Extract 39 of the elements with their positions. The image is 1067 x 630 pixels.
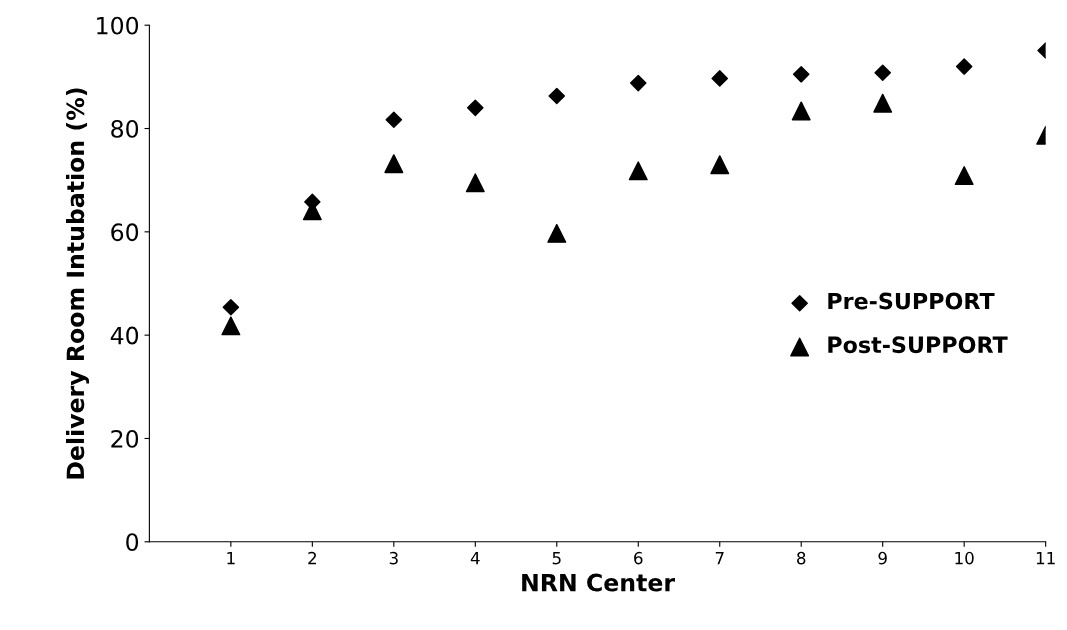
x-tick-label: 10 bbox=[955, 551, 974, 565]
x-tick-label: 7 bbox=[715, 552, 724, 565]
point bbox=[384, 154, 404, 174]
point bbox=[222, 298, 240, 316]
point bbox=[874, 64, 892, 82]
y-tick-label: 80 bbox=[111, 119, 139, 138]
point bbox=[465, 173, 485, 193]
point bbox=[711, 70, 729, 87]
point bbox=[954, 166, 974, 186]
x-tick-label: 5 bbox=[552, 552, 561, 565]
x-tick-label: 6 bbox=[634, 551, 643, 565]
x-tick-label: 4 bbox=[470, 552, 480, 565]
point bbox=[629, 74, 647, 92]
y-tick-label: 0 bbox=[126, 533, 139, 552]
x-tick-label: 8 bbox=[797, 551, 806, 565]
point bbox=[792, 65, 810, 83]
legend-label: Pre-SUPPORT bbox=[828, 292, 995, 310]
x-tick-label: 9 bbox=[878, 551, 887, 565]
x-axis-title: NRN Center bbox=[522, 573, 675, 592]
point bbox=[466, 99, 484, 117]
point bbox=[791, 101, 811, 121]
y-axis-title: Delivery Room Intubation (%) bbox=[66, 88, 90, 479]
point bbox=[710, 155, 730, 175]
y-tick-label: 60 bbox=[111, 223, 139, 242]
x-tick-label: 11 bbox=[1036, 552, 1055, 565]
point bbox=[385, 111, 403, 129]
point bbox=[547, 223, 567, 243]
legend-label: Post-SUPPORT bbox=[828, 336, 1008, 354]
x-tick-label: 2 bbox=[308, 551, 316, 565]
y-tick-label: 20 bbox=[111, 429, 139, 448]
point bbox=[955, 58, 973, 75]
point bbox=[221, 316, 241, 336]
x-tick-label: 1 bbox=[227, 552, 235, 565]
y-tick-label: 40 bbox=[110, 326, 139, 345]
y-tick-label: 100 bbox=[97, 16, 139, 35]
x-tick-label: 3 bbox=[389, 551, 398, 565]
point bbox=[873, 93, 893, 113]
point bbox=[628, 161, 648, 181]
point bbox=[548, 87, 566, 105]
